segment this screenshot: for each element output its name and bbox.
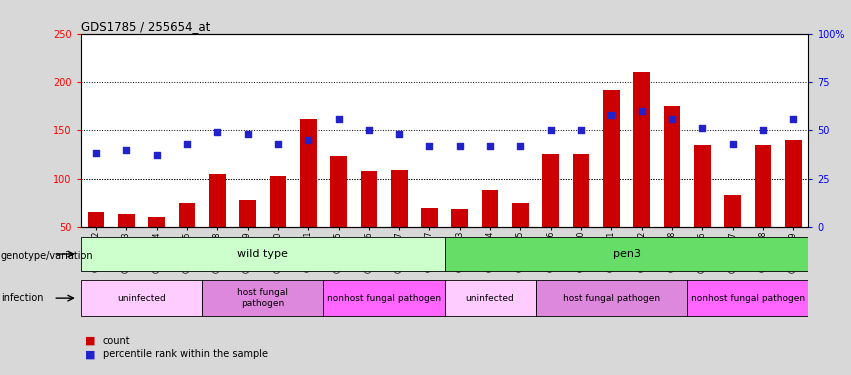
Bar [785,140,802,227]
Point [89,150,103,156]
Point [301,137,315,143]
Bar [202,280,323,316]
Bar [694,145,711,227]
Bar [81,237,444,271]
Text: ■: ■ [85,350,95,359]
Point [604,112,618,118]
Bar [573,154,590,227]
Point [180,141,194,147]
Point [544,128,557,134]
Text: host fungal pathogen: host fungal pathogen [563,294,660,303]
Text: nonhost fungal pathogen: nonhost fungal pathogen [327,294,441,303]
Point [574,128,588,134]
Bar [148,217,165,227]
Point [241,131,254,137]
Bar [300,119,317,227]
Bar [482,190,499,227]
Text: uninfected: uninfected [117,294,166,303]
Text: nonhost fungal pathogen: nonhost fungal pathogen [691,294,805,303]
Bar [361,171,377,227]
Bar [88,212,105,227]
Point [635,108,648,114]
Bar [542,154,559,227]
Text: pen3: pen3 [613,249,641,259]
Bar [330,156,347,227]
Point [453,143,466,149]
Point [392,131,406,137]
Text: host fungal
pathogen: host fungal pathogen [237,288,288,308]
Bar [421,208,437,227]
Point [786,116,800,122]
Bar [118,214,134,227]
Bar [633,72,650,227]
Bar [755,145,771,227]
Text: GDS1785 / 255654_at: GDS1785 / 255654_at [81,20,210,33]
Point [726,141,740,147]
Text: genotype/variation: genotype/variation [1,251,94,261]
Point [757,128,770,134]
Bar [603,90,620,227]
Text: percentile rank within the sample: percentile rank within the sample [103,350,268,359]
Text: infection: infection [1,293,43,303]
Bar [535,280,687,316]
Point [483,143,497,149]
Bar [512,203,528,227]
Bar [323,280,444,316]
Bar [444,237,808,271]
Bar [664,106,680,227]
Point [514,143,528,149]
Point [665,116,679,122]
Point [150,152,163,158]
Bar [452,210,468,227]
Point [362,128,375,134]
Point [332,116,346,122]
Bar [179,203,195,227]
Point [210,129,224,135]
Point [695,125,709,131]
Text: wild type: wild type [237,249,288,259]
Point [271,141,285,147]
Point [423,143,437,149]
Text: ■: ■ [85,336,95,345]
Bar [444,280,535,316]
Bar [391,170,408,227]
Bar [724,195,741,227]
Bar [270,176,286,227]
Bar [239,200,256,227]
Bar [209,174,226,227]
Text: uninfected: uninfected [465,294,515,303]
Point [119,147,133,153]
Bar [687,280,808,316]
Text: count: count [103,336,130,345]
Bar [81,280,202,316]
